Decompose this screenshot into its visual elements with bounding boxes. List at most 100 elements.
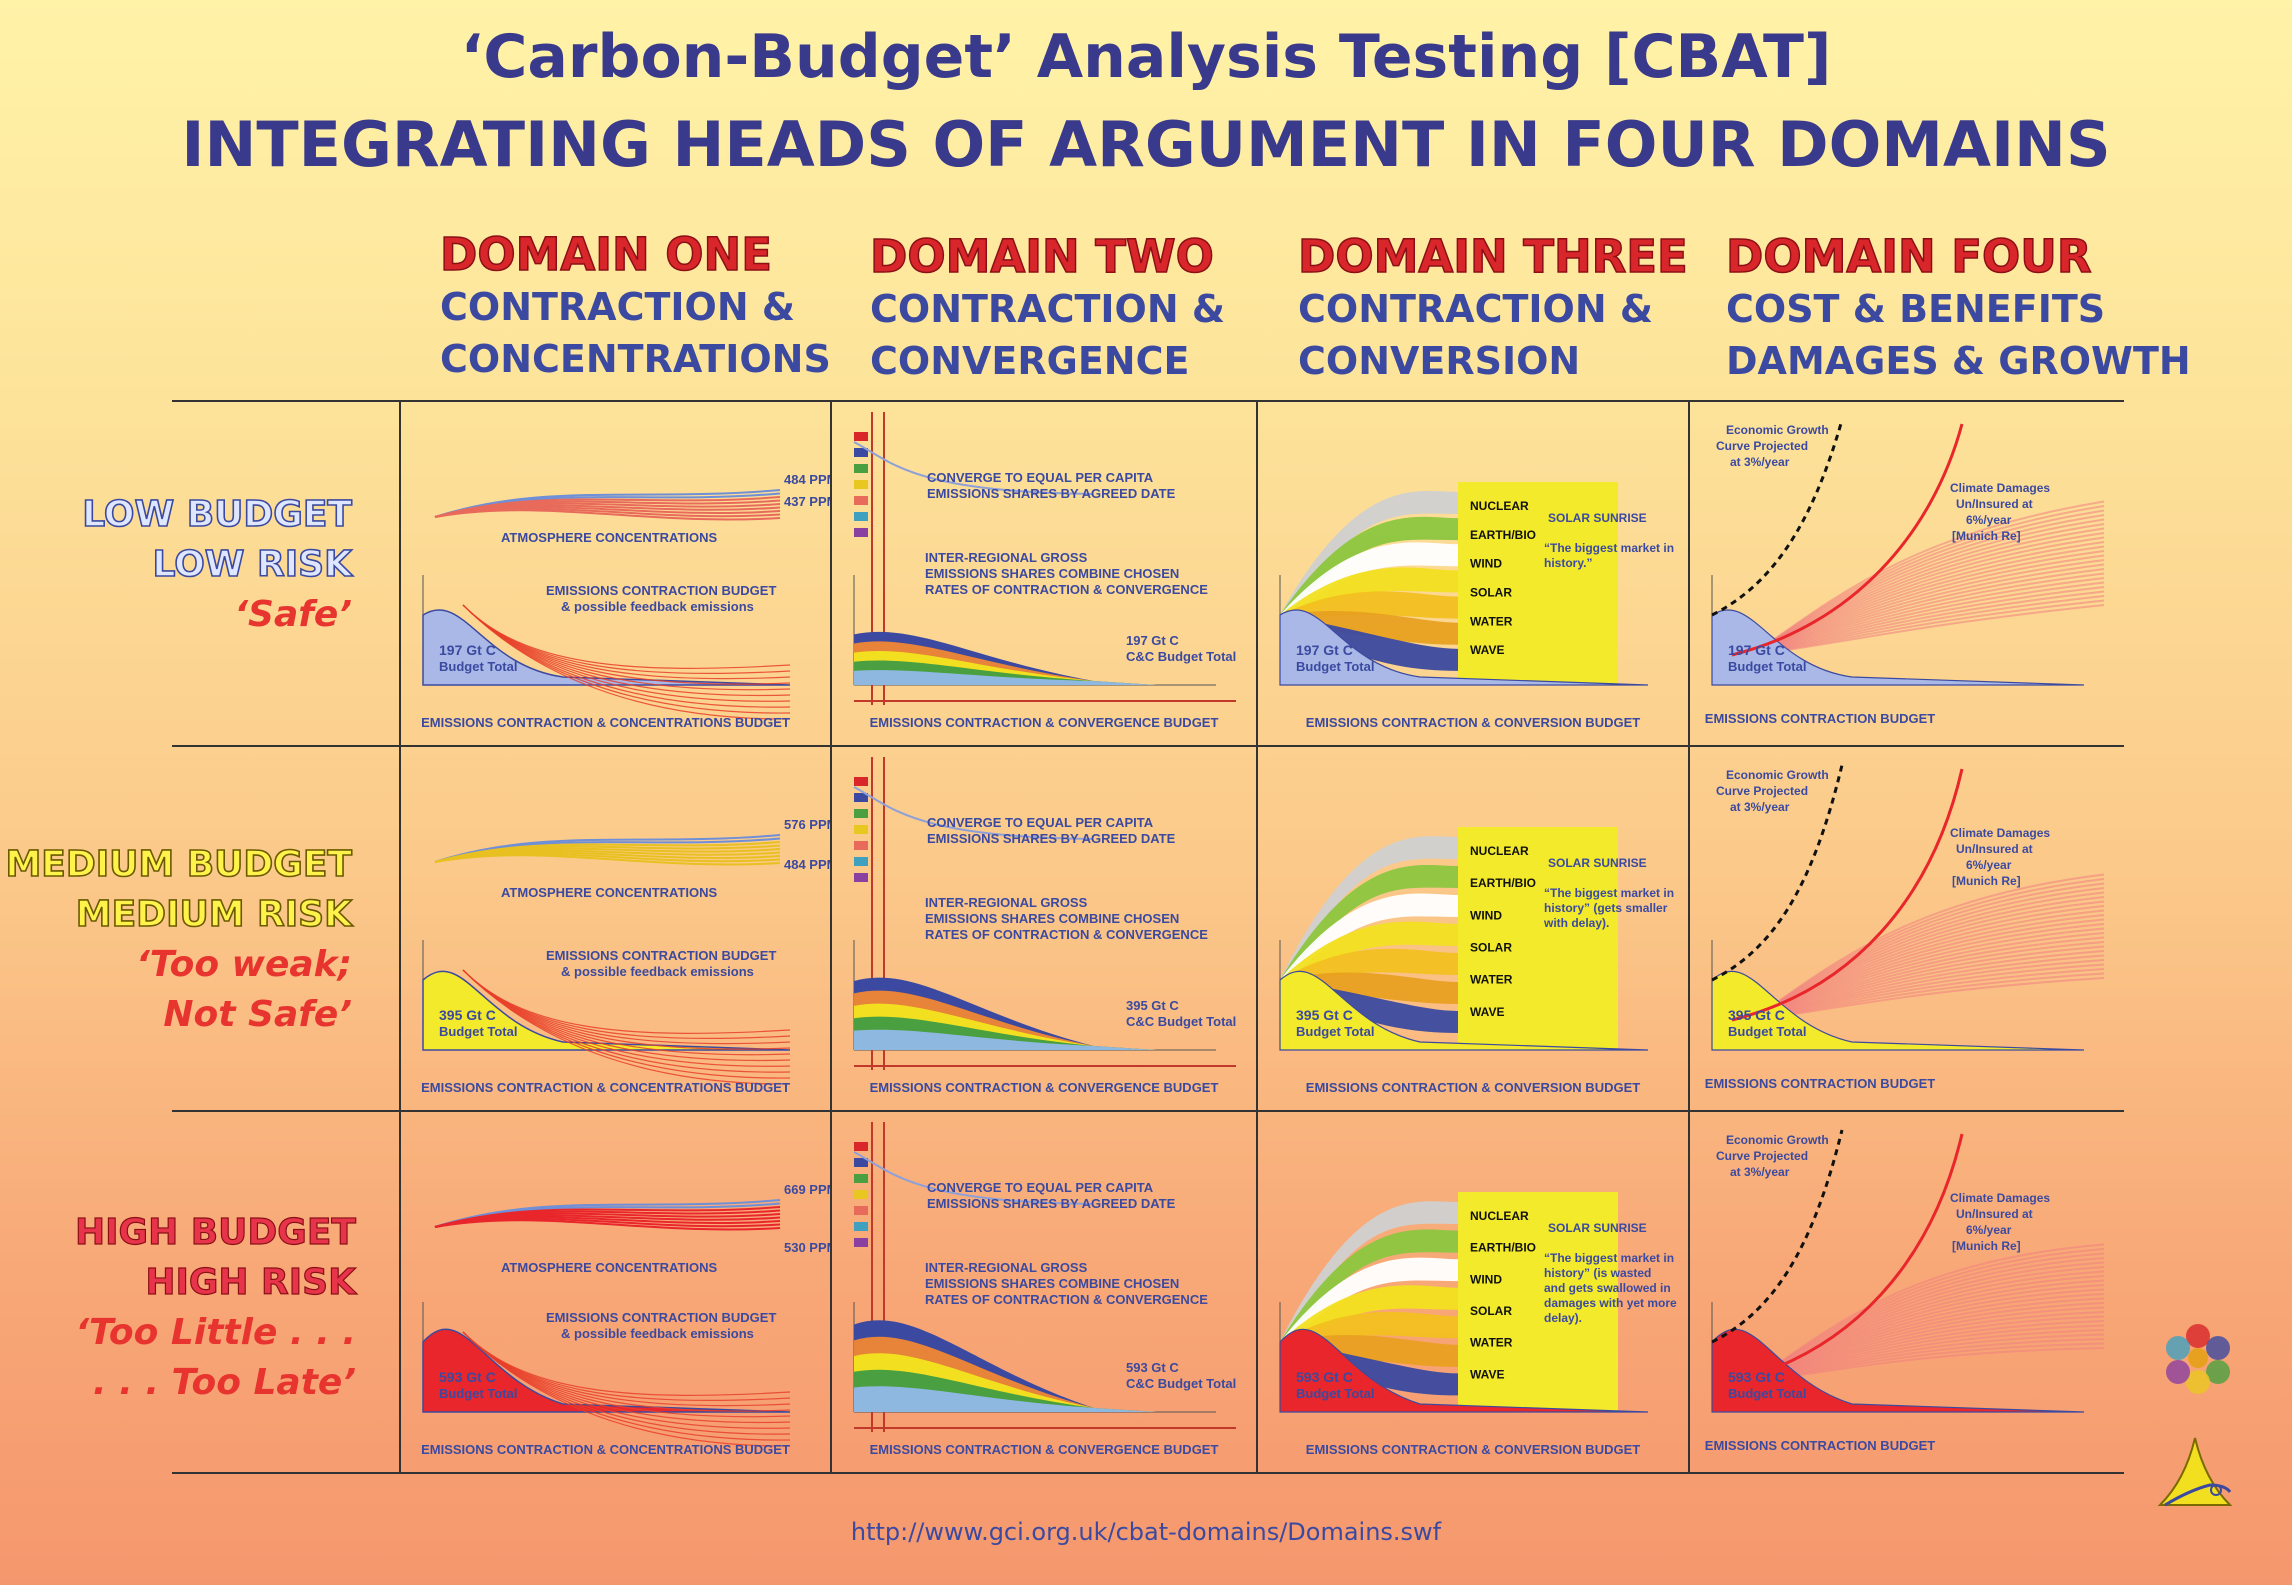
budget-value: 395 Gt C [1728,1007,1785,1023]
panel-footer: EMISSIONS CONTRACTION & CONVERGENCE BUDG… [870,1080,1219,1095]
concentration-line [434,854,781,866]
ppmv-low-label: 484 PPMV [784,857,830,872]
solar-label: SOLAR [1470,1304,1512,1318]
ppmv-low-label: 530 PPMV [784,1240,830,1255]
panel-r1-c3: NUCLEAR EARTH/BIO WIND SOLAR WATER WAVE SOLAR … [1279,482,1674,730]
nuclear-label: NUCLEAR [1470,844,1529,858]
econ-growth-label-2: Curve Projected [1716,784,1808,798]
concentration-line [434,509,781,521]
budget-value: 593 Gt C [1296,1369,1353,1385]
damages-label: Climate Damages [1950,1191,2050,1205]
per-capita-line [853,441,1093,495]
water-label: WATER [1470,1336,1513,1350]
solar-label: SOLAR [1470,941,1512,955]
irg-label-2: EMISSIONS SHARES COMBINE CHOSEN [925,1276,1179,1291]
domain-one-sub2: CONCENTRATIONS [440,337,831,381]
panel-footer: EMISSIONS CONTRACTION BUDGET [1705,1076,1935,1091]
region-flag-icon [854,1174,868,1183]
region-flag-icon [854,464,868,473]
econ-growth-label-2: Curve Projected [1716,439,1808,453]
panel-r3-c4: Economic Growth Curve Projected at 3%/year… [1705,1129,2105,1453]
irg-label-2: EMISSIONS SHARES COMBINE CHOSEN [925,566,1179,581]
domain-four-sub2: DAMAGES & GROWTH [1726,339,2191,383]
renewables-box [1458,482,1618,685]
budget-total-label: Budget Total [439,1024,517,1039]
converge-sub-label: EMISSIONS SHARES BY AGREED DATE [927,831,1176,846]
budget-value: 593 Gt C [1126,1360,1179,1375]
damages-label-2: Un/Insured at [1956,842,2033,856]
per-capita-line [853,786,1093,840]
cc-budget-label: C&C Budget Total [1126,1014,1236,1029]
budget-total-label: Budget Total [439,659,517,674]
economic-growth-curve [1711,419,1844,617]
energy-source-band [1280,1311,1458,1352]
solar-market-text-line: history” (is wasted [1544,1266,1651,1280]
region-flag-icon [854,793,868,802]
region-flag-icon [854,448,868,457]
budget-area [1279,970,1649,1051]
damage-fan-line [1751,500,2105,656]
region-flag-icon [854,1158,868,1167]
converge-sub-label: EMISSIONS SHARES BY AGREED DATE [927,486,1176,501]
gci-triangle-logo [2157,1437,2233,1507]
solar-market-text-line: history” (gets smaller [1544,901,1668,915]
page-title-line1: ‘Carbon-Budget’ Analysis Testing [CBAT] [460,22,1832,92]
damage-fan-line [1751,1243,2105,1383]
wind-label: WIND [1470,557,1502,571]
energy-source-band [1280,1257,1458,1352]
panel-r2-c4: Economic Growth Curve Projected at 3%/year… [1705,764,2105,1091]
row-low-verdict: ‘Safe’ [234,594,352,635]
budget-area [1279,609,1649,686]
budget-area [1711,1328,2085,1413]
row-high-verdict2: . . . Too Late’ [92,1362,356,1403]
solar-sunrise-label: SOLAR SUNRISE [1548,511,1647,525]
renewables-box [1458,827,1618,1050]
regional-share-area [854,1029,1156,1050]
row-high-label: HIGH BUDGET HIGH RISK ‘Too Little . . . … [0,1208,356,1408]
solar-market-text-line: “The biggest market in [1544,886,1674,900]
econ-growth-label-3: at 3%/year [1730,800,1790,814]
energy-source-band [1280,893,1458,990]
panel-footer: EMISSIONS CONTRACTION & CONVERSION BUDGE… [1306,715,1640,730]
econ-growth-label-2: Curve Projected [1716,1149,1808,1163]
row-high-line2: HIGH RISK [145,1261,357,1303]
page-title-line2: INTEGRATING HEADS OF ARGUMENT IN FOUR DO… [181,108,2111,181]
energy-source-band [1280,516,1458,625]
wave-label: WAVE [1470,1367,1504,1381]
panel-r3-c1: 669 PPMV 530 PPMV ATMOSPHERE CONCENTRATION… [421,1182,830,1457]
ecb-sub-label: & possible feedback emissions [561,1326,754,1341]
feedback-line [462,969,791,1085]
region-flag-icon [854,1142,868,1151]
irg-label: INTER-REGIONAL GROSS [925,1260,1088,1275]
panel-footer: EMISSIONS CONTRACTION & CONVERSION BUDGE… [1306,1080,1640,1095]
feedback-line [462,604,791,720]
panel-r1-c1: 484 PPMV 437 PPMV ATMOSPHERE CONCENTRATION… [421,472,830,730]
climate-damages-curve [1731,1133,1964,1384]
regional-share-area [854,670,1156,685]
panel-footer: EMISSIONS CONTRACTION BUDGET [1705,1438,1935,1453]
grid-col-1 [399,400,401,1474]
irg-label: INTER-REGIONAL GROSS [925,895,1088,910]
budget-total-label: Budget Total [1296,659,1374,674]
budget-total-label: Budget Total [1296,1024,1374,1039]
domain-four-sub1: COST & BENEFITS [1726,287,2106,331]
domain-two-sub1: CONTRACTION & [870,287,1226,331]
cc-budget-label: C&C Budget Total [1126,649,1236,664]
per-capita-line [853,1151,1093,1205]
source-url[interactable]: http://www.gci.org.uk/cbat-domains/Domai… [850,1518,1442,1546]
energy-source-band [1280,1285,1458,1352]
domain-four-title: DOMAIN FOUR [1725,229,2092,284]
damages-label-4: [Munich Re] [1952,529,2021,543]
ppmv-high-label: 669 PPMV [784,1182,830,1197]
row-medium-verdict1: ‘Too weak; [136,944,352,985]
panel-footer: EMISSIONS CONTRACTION & CONVERGENCE BUDG… [870,1442,1219,1457]
regional-share-area [854,1386,1156,1412]
panel-footer: EMISSIONS CONTRACTION BUDGET [1705,711,1935,726]
budget-total-label: Budget Total [1728,1386,1806,1401]
grid-line-row2 [172,1110,2124,1112]
budget-value: 197 Gt C [1296,642,1353,658]
domain-one-sub1: CONTRACTION & [440,285,796,329]
energy-source-band [1280,972,1458,1004]
damages-label-3: 6%/year [1966,513,2012,527]
